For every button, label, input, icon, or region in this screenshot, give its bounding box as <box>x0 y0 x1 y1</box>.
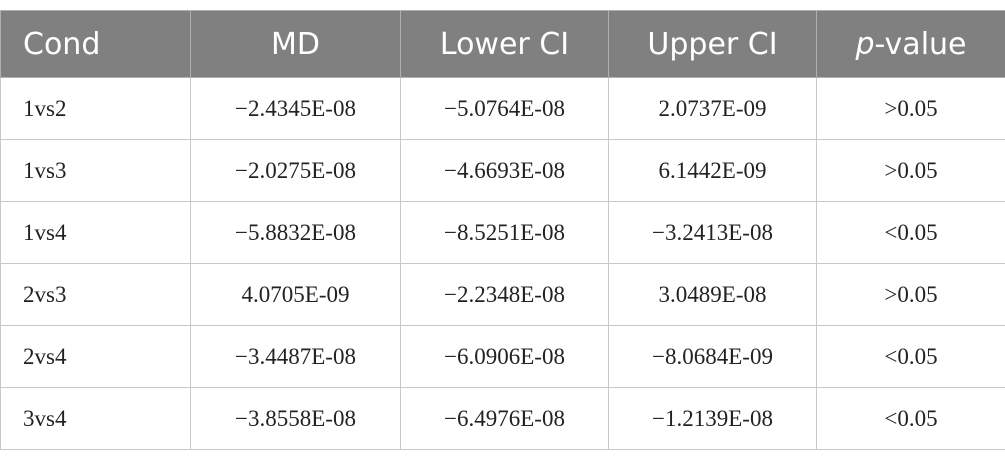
table-row: 3vs4 −3.8558E-08 −6.4976E-08 −1.2139E-08 <0.… <box>0 387 1005 450</box>
table-row: 1vs4 −5.8832E-08 −8.5251E-08 −3.2413E-08 <0.… <box>0 201 1005 264</box>
table-cell: <0.05 <box>816 325 1005 388</box>
header-cell: Lower CI <box>400 10 609 78</box>
table-cell: 2vs4 <box>0 325 191 388</box>
table-cell: −6.0906E-08 <box>400 325 609 388</box>
table-cell: 2vs3 <box>0 263 191 326</box>
table-cell: 3.0489E-08 <box>608 263 817 326</box>
table-cell: <0.05 <box>816 201 1005 264</box>
table-cell: 4.0705E-09 <box>190 263 401 326</box>
header-cell: MD <box>190 10 401 78</box>
table-row: 1vs2 −2.4345E-08 −5.0764E-08 2.0737E-09 >0.0… <box>0 77 1005 140</box>
table-cell: 1vs4 <box>0 201 191 264</box>
header-cell: Cond <box>0 10 191 78</box>
table-cell: −2.4345E-08 <box>190 77 401 140</box>
table-cell: −5.8832E-08 <box>190 201 401 264</box>
table-row: 2vs4 −3.4487E-08 −6.0906E-08 −8.0684E-09 <0.… <box>0 325 1005 388</box>
table-cell: 6.1442E-09 <box>608 139 817 202</box>
table-cell: −3.8558E-08 <box>190 387 401 450</box>
table-row: 2vs3 4.0705E-09 −2.2348E-08 3.0489E-08 >0.05 <box>0 263 1005 326</box>
table-cell: −8.0684E-09 <box>608 325 817 388</box>
table-cell: 3vs4 <box>0 387 191 450</box>
table-cell: 2.0737E-09 <box>608 77 817 140</box>
table-cell: 1vs3 <box>0 139 191 202</box>
header-cell: Upper CI <box>608 10 817 78</box>
table-cell: −8.5251E-08 <box>400 201 609 264</box>
table-cell: >0.05 <box>816 77 1005 140</box>
header-row: Cond MD Lower CI Upper CI p-value <box>0 10 1005 78</box>
table-cell: <0.05 <box>816 387 1005 450</box>
table-cell: −2.0275E-08 <box>190 139 401 202</box>
table-cell: −1.2139E-08 <box>608 387 817 450</box>
table-cell: −3.2413E-08 <box>608 201 817 264</box>
table-body: 1vs2 −2.4345E-08 −5.0764E-08 2.0737E-09 >0.0… <box>0 77 1005 450</box>
table-row: 1vs3 −2.0275E-08 −4.6693E-08 6.1442E-09 >0.0… <box>0 139 1005 202</box>
results-table: Cond MD Lower CI Upper CI p-value 1vs2 −2.434… <box>0 10 1005 450</box>
table-cell: 1vs2 <box>0 77 191 140</box>
table-cell: >0.05 <box>816 139 1005 202</box>
table-cell: −5.0764E-08 <box>400 77 609 140</box>
table-cell: −6.4976E-08 <box>400 387 609 450</box>
header-cell: p-value <box>816 10 1005 78</box>
table-cell: −3.4487E-08 <box>190 325 401 388</box>
table-cell: −4.6693E-08 <box>400 139 609 202</box>
table-cell: >0.05 <box>816 263 1005 326</box>
table-cell: −2.2348E-08 <box>400 263 609 326</box>
